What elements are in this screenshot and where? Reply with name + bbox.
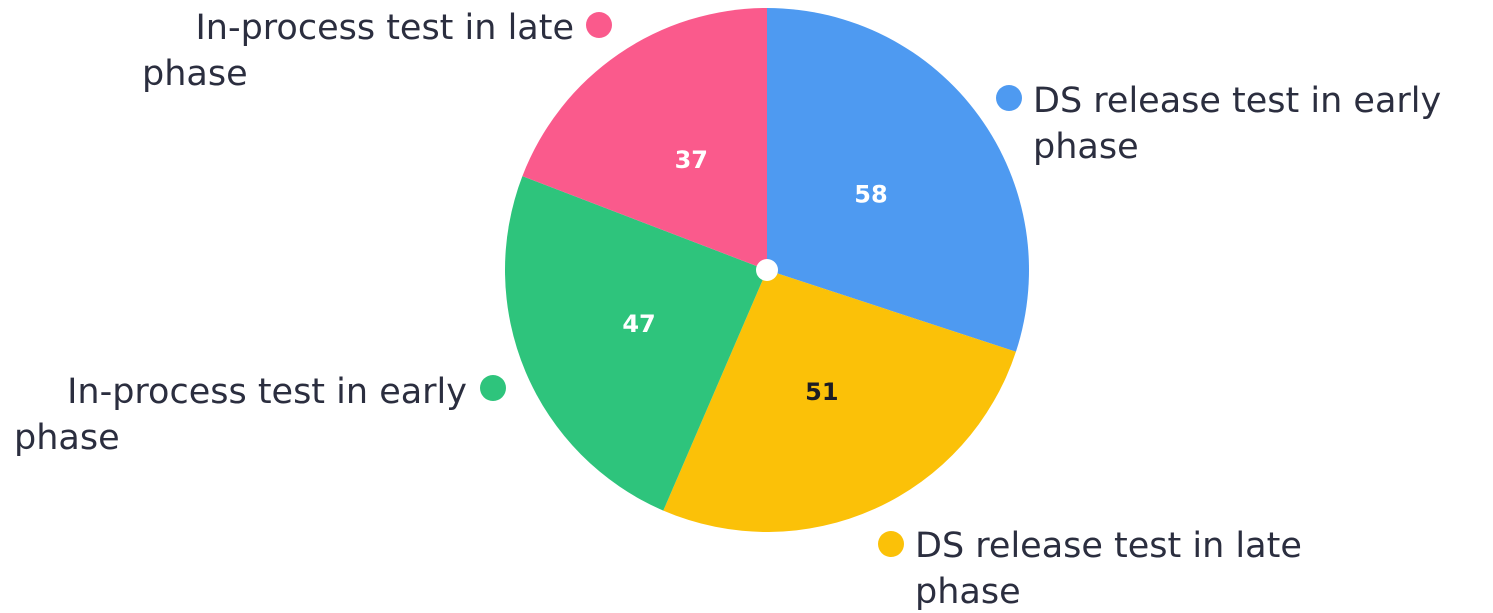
pie-slice (663, 270, 1016, 532)
legend-marker (480, 375, 506, 401)
slice-values: 58 51 47 37 (622, 146, 887, 406)
pie-slices (504, 8, 1029, 532)
slice-category-label: phase (142, 54, 248, 94)
slice-category-label: In-process test in late (195, 8, 574, 48)
legend-marker (878, 531, 904, 557)
slice-value-label: 51 (805, 378, 838, 406)
slice-category-label: DS release test in early (1033, 81, 1441, 121)
legend-marker (996, 85, 1022, 111)
pie-slice (522, 8, 767, 270)
pie-center-dot (756, 259, 778, 281)
pie-slice (767, 8, 1029, 352)
slice-value-label: 47 (622, 310, 655, 338)
slice-category-label: phase (915, 572, 1021, 612)
slice-category-label: DS release test in late (915, 526, 1302, 566)
slice-category-label: phase (14, 418, 120, 458)
slice-category-label: In-process test in early (67, 372, 467, 412)
slice-category-label: phase (1033, 127, 1139, 167)
pie-slice (504, 176, 767, 511)
slice-value-label: 58 (854, 181, 887, 209)
legend-marker (586, 12, 612, 38)
slice-value-label: 37 (675, 146, 708, 174)
legend: DS release test in early phase DS release … (14, 8, 1441, 612)
